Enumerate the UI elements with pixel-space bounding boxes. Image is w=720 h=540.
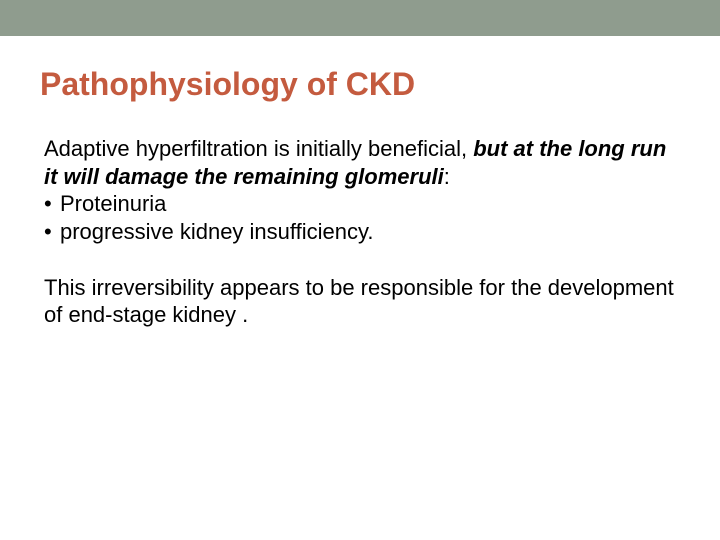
slide-body: Adaptive hyperfiltration is initially be… [0,115,720,329]
slide-title: Pathophysiology of CKD [0,36,720,115]
list-item: Proteinuria [44,190,676,218]
bullet-text: progressive kidney insufficiency. [60,219,373,244]
bullet-text: Proteinuria [60,191,166,216]
intro-tail: : [444,164,450,189]
closing-paragraph: This irreversibility appears to be respo… [44,274,676,329]
intro-paragraph: Adaptive hyperfiltration is initially be… [44,135,676,190]
intro-plain: Adaptive hyperfiltration is initially be… [44,136,473,161]
spacer [44,245,676,274]
bullet-list: Proteinuria progressive kidney insuffici… [44,190,676,245]
slide: Pathophysiology of CKD Adaptive hyperfil… [0,0,720,540]
top-banner [0,0,720,36]
list-item: progressive kidney insufficiency. [44,218,676,246]
